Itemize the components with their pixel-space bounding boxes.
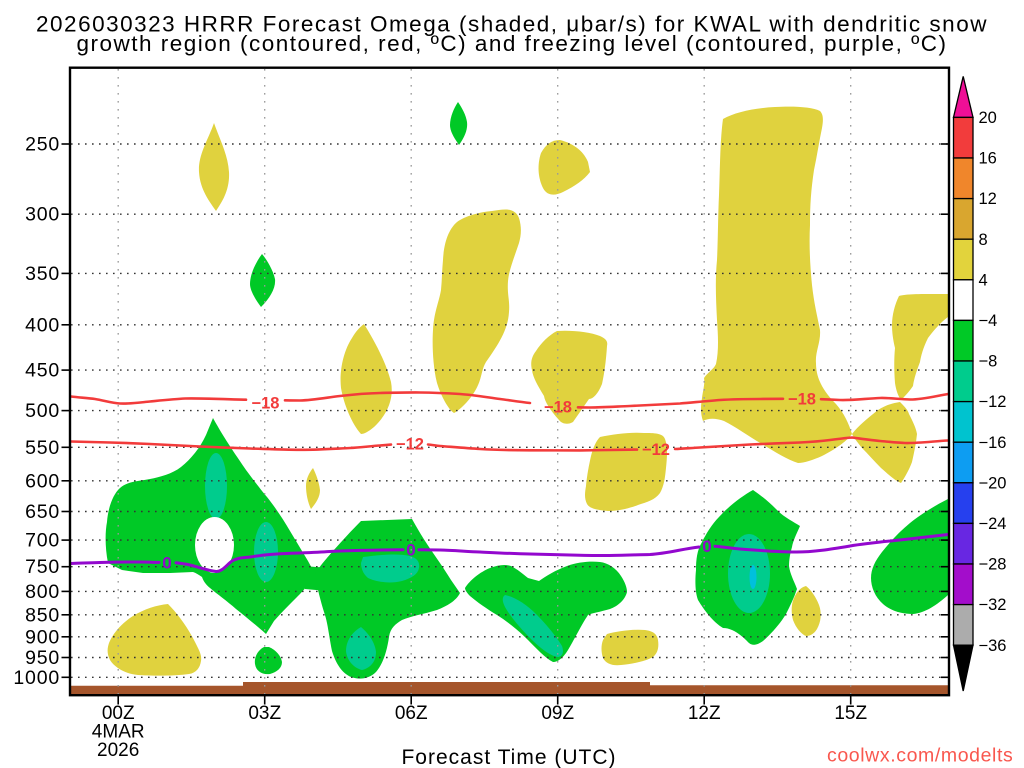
svg-text:−18: −18 xyxy=(788,391,816,409)
svg-text:12: 12 xyxy=(979,190,997,208)
svg-text:650: 650 xyxy=(25,501,60,523)
svg-text:06Z: 06Z xyxy=(395,703,428,724)
svg-text:2026: 2026 xyxy=(97,740,139,761)
svg-text:400: 400 xyxy=(25,314,60,336)
svg-text:0: 0 xyxy=(162,554,171,573)
svg-text:500: 500 xyxy=(25,400,60,422)
svg-text:Forecast Time (UTC): Forecast Time (UTC) xyxy=(401,746,616,768)
svg-text:350: 350 xyxy=(25,263,60,285)
svg-text:−18: −18 xyxy=(252,395,280,413)
svg-text:−20: −20 xyxy=(979,474,1007,492)
svg-text:−4: −4 xyxy=(979,312,998,330)
svg-text:−24: −24 xyxy=(979,515,1007,533)
svg-text:450: 450 xyxy=(25,360,60,382)
svg-text:−32: −32 xyxy=(979,596,1007,614)
svg-text:20: 20 xyxy=(979,109,997,127)
svg-text:15Z: 15Z xyxy=(834,703,867,724)
svg-text:growth region (contoured, red,: growth region (contoured, red, ºC) and f… xyxy=(76,31,947,56)
svg-text:09Z: 09Z xyxy=(541,703,574,724)
svg-text:750: 750 xyxy=(25,556,60,578)
svg-text:800: 800 xyxy=(25,581,60,603)
svg-text:0: 0 xyxy=(702,537,711,556)
svg-text:−8: −8 xyxy=(979,353,998,371)
svg-text:−12: −12 xyxy=(979,393,1007,411)
svg-text:950: 950 xyxy=(25,647,60,669)
svg-text:700: 700 xyxy=(25,530,60,552)
svg-text:00Z: 00Z xyxy=(102,703,135,724)
svg-text:550: 550 xyxy=(25,437,60,459)
svg-text:−12: −12 xyxy=(396,436,424,454)
svg-text:2026030323 HRRR Forecast Omega: 2026030323 HRRR Forecast Omega (shaded, … xyxy=(36,12,988,37)
svg-text:−28: −28 xyxy=(979,556,1007,574)
svg-text:0: 0 xyxy=(406,541,415,560)
svg-text:−12: −12 xyxy=(642,441,670,459)
svg-text:4: 4 xyxy=(979,271,988,289)
svg-text:300: 300 xyxy=(25,204,60,226)
svg-text:600: 600 xyxy=(25,470,60,492)
svg-text:900: 900 xyxy=(25,626,60,648)
svg-text:4MAR: 4MAR xyxy=(92,722,145,743)
svg-text:8: 8 xyxy=(979,231,988,249)
svg-text:850: 850 xyxy=(25,604,60,626)
svg-text:−18: −18 xyxy=(544,399,572,417)
svg-text:−16: −16 xyxy=(979,434,1007,452)
svg-text:16: 16 xyxy=(979,150,997,168)
svg-text:03Z: 03Z xyxy=(248,703,281,724)
svg-text:12Z: 12Z xyxy=(688,703,721,724)
svg-text:250: 250 xyxy=(25,134,60,156)
svg-text:−36: −36 xyxy=(979,637,1007,655)
svg-text:1000: 1000 xyxy=(13,667,60,689)
svg-text:coolwx.com/modelts: coolwx.com/modelts xyxy=(827,745,1013,767)
